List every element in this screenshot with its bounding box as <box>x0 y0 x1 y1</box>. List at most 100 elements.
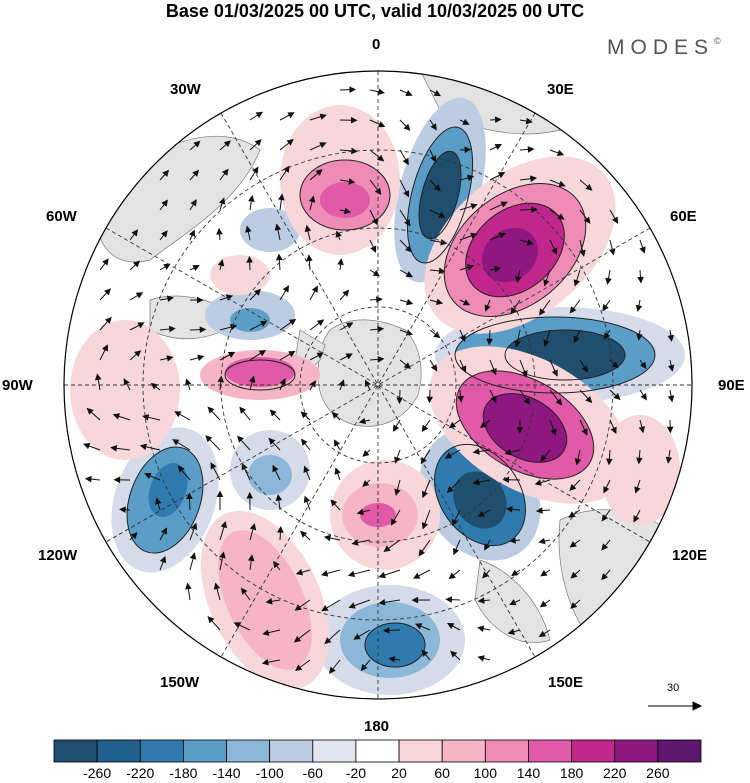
wind-vector-head <box>480 421 488 429</box>
wind-vector-head <box>464 146 472 154</box>
wind-vector-head <box>351 147 358 155</box>
colorbar-swatch <box>571 739 616 763</box>
wind-vector-head <box>350 116 358 124</box>
wind-vector-head <box>502 476 510 484</box>
colorbar-tick-label: 20 <box>391 765 407 781</box>
wind-vector-head <box>498 232 506 239</box>
wind-vector-head <box>421 649 429 657</box>
wind-vector-head <box>213 582 221 590</box>
lon-label-90w: 90W <box>2 377 33 394</box>
wind-vector-head <box>254 139 262 147</box>
lon-label-150w: 150W <box>160 674 200 691</box>
wind-vector-head <box>453 547 460 556</box>
wind-vector-head <box>484 304 491 312</box>
wind-vector-head <box>348 178 356 185</box>
wind-vector-head <box>185 378 192 386</box>
wind-vector-head <box>377 325 385 333</box>
wind-vector-head <box>438 267 446 275</box>
wind-vector-head <box>633 515 640 523</box>
wind-vector-head <box>527 146 535 153</box>
wind-vector-head <box>282 285 290 293</box>
brand-logo: MODES© <box>607 36 721 59</box>
wind-vector-head <box>161 527 168 535</box>
wind-vector-head <box>568 511 576 518</box>
wind-vector-head <box>448 572 456 580</box>
wind-vector-head <box>411 596 419 604</box>
wind-vector-head <box>579 249 586 257</box>
wind-vector-head <box>112 413 120 420</box>
lon-label-60w: 60W <box>46 208 77 225</box>
wind-vector-head <box>601 573 608 581</box>
wind-vector-head <box>639 246 646 254</box>
wind-vector-head <box>605 277 612 285</box>
colorbar-tick-label: -140 <box>212 765 241 781</box>
wind-vector-head <box>394 488 401 496</box>
wind-vector-head <box>585 395 593 404</box>
wind-vector-head <box>320 570 329 577</box>
wind-vector-head <box>457 395 464 403</box>
wind-vector-head <box>539 600 548 608</box>
wind-vector-head <box>514 340 521 348</box>
wind-vector-head <box>382 627 390 634</box>
wind-vector-head <box>392 424 400 432</box>
wind-vector-head <box>166 295 174 302</box>
wind-vector-head <box>177 465 185 473</box>
wind-vector-head <box>248 194 255 203</box>
wind-vector-head <box>601 543 609 551</box>
wind-vector-head <box>511 569 519 577</box>
wind-vector-head <box>667 395 675 403</box>
wind-vector-head <box>220 520 227 529</box>
wind-vector-head <box>83 442 91 450</box>
colorbar-swatch <box>657 739 702 763</box>
wind-vector-head <box>277 525 284 533</box>
wind-vector-head <box>162 169 170 177</box>
lon-label-120e: 120E <box>672 547 708 564</box>
wind-vector-head <box>253 288 261 296</box>
wind-vector-head <box>344 207 352 215</box>
wind-vector-head <box>272 464 279 473</box>
wind-vector-head <box>321 604 329 612</box>
wind-vector-head <box>303 465 310 474</box>
graticule <box>64 71 692 699</box>
wind-vector-head <box>246 255 253 263</box>
wind-vector-head <box>260 320 268 327</box>
wind-vector-head <box>219 551 226 559</box>
wind-vector-head <box>323 534 332 542</box>
wind-vector-head <box>383 545 391 552</box>
wind-vector-head <box>470 203 478 210</box>
wind-vector-head <box>515 275 522 284</box>
wind-vector-head <box>330 499 338 507</box>
wind-vector-head <box>543 339 550 347</box>
wind-vector-head <box>288 318 297 326</box>
wind-vector-head <box>279 378 286 386</box>
colorbar-swatch <box>355 739 400 763</box>
wind-vector-head <box>510 307 517 315</box>
wind-vector-head <box>504 448 512 456</box>
wind-vector-head <box>119 506 126 514</box>
wind-vector-head <box>348 602 356 609</box>
colorbar-swatch <box>614 739 659 763</box>
wind-vector-head <box>345 353 353 360</box>
wind-vector-head <box>216 490 224 498</box>
wind-vector-head <box>258 350 267 357</box>
lon-label-120w: 120W <box>38 547 78 564</box>
wind-vector-head <box>667 334 675 342</box>
wind-vector-head <box>237 435 244 443</box>
wind-vector-head <box>377 154 385 162</box>
colorbar-swatch <box>398 739 443 763</box>
wind-vector-head <box>94 373 102 381</box>
wind-vector-head <box>113 476 121 484</box>
wind-vector-head <box>414 623 423 630</box>
wind-vector-head <box>534 479 542 486</box>
wind-vector-head <box>538 308 546 316</box>
wind-vector-head <box>467 174 475 182</box>
wind-vector-head <box>294 664 303 672</box>
wind-vector-head <box>275 493 283 501</box>
wind-vector-head <box>459 334 466 343</box>
wind-vector-head <box>394 456 401 464</box>
reference-vector-arrow <box>648 701 703 711</box>
wind-vector-head <box>247 554 255 562</box>
wind-vector-head <box>637 276 644 284</box>
wind-vector-head <box>430 364 438 372</box>
wind-vector-head <box>316 319 325 327</box>
